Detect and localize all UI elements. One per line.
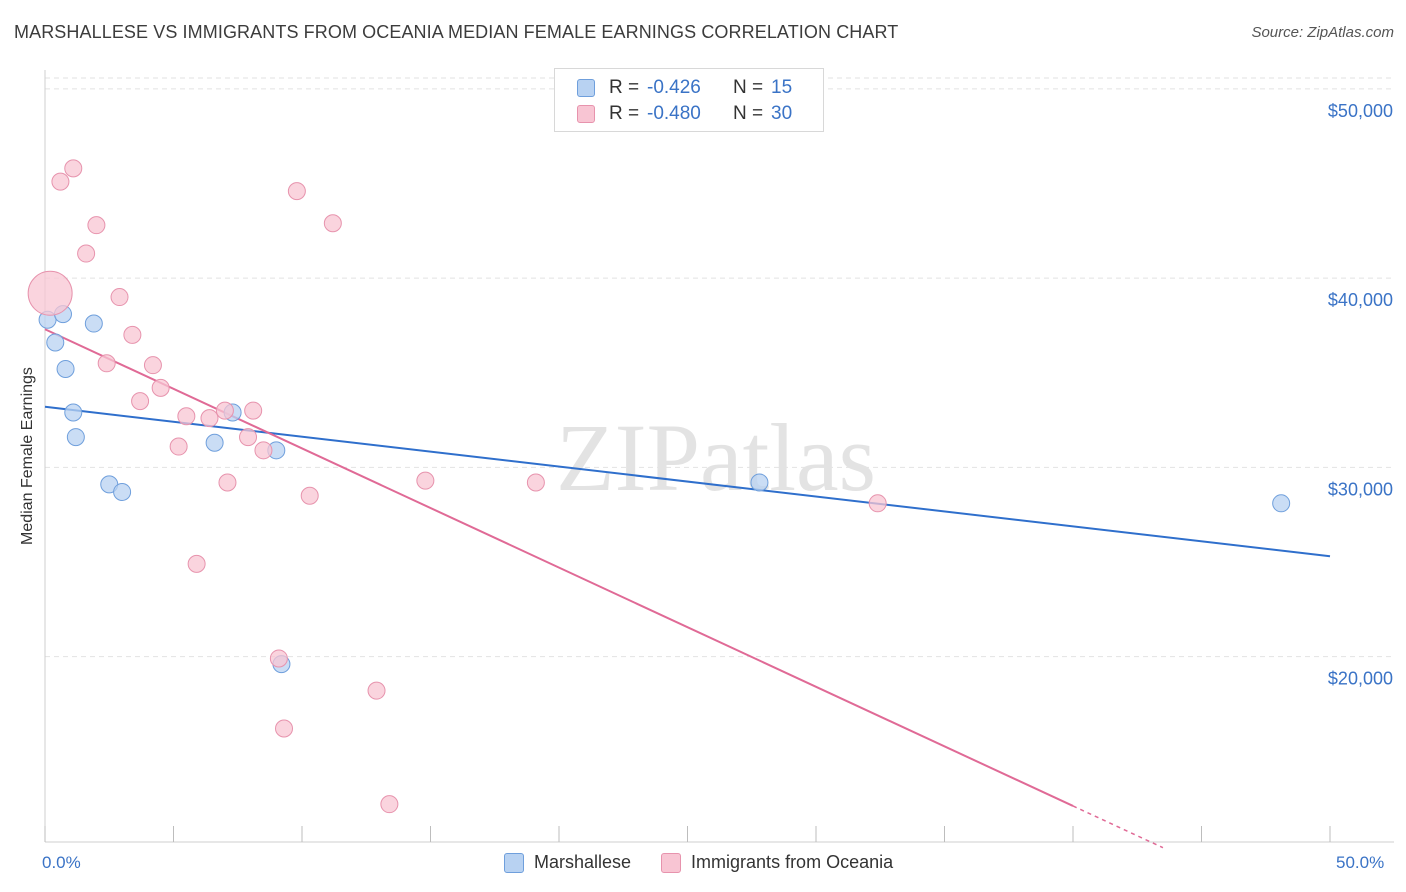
marshallese-point (84, 314, 103, 333)
n-value: 30 (771, 103, 793, 124)
r-label: R = (609, 103, 640, 124)
marshallese-point (205, 433, 224, 452)
x-tick-label-max: 50.0% (1336, 853, 1385, 872)
oceania-point (218, 473, 237, 492)
y-tick-label: $50,000 (1328, 101, 1393, 121)
oceania-point (64, 159, 83, 178)
correlation-legend: R = -0.426 N = 15 R = -0.480 N = 30 (554, 68, 824, 132)
legend-row-oceania: R = -0.480 N = 30 (577, 102, 792, 126)
marshallese-point (56, 359, 75, 378)
marshallese-point (64, 403, 83, 422)
marshallese-point (750, 473, 769, 492)
legend-swatch-oceania (661, 852, 682, 873)
oceania-point (526, 473, 545, 492)
oceania-point (87, 216, 106, 235)
oceania-point (367, 681, 386, 700)
y-tick-label: $30,000 (1328, 479, 1393, 499)
y-tick-label: $20,000 (1328, 669, 1393, 689)
chart-title: MARSHALLESE VS IMMIGRANTS FROM OCEANIA M… (14, 22, 899, 42)
marshallese-point (66, 428, 85, 447)
oceania-point (97, 354, 116, 373)
grid-lines (45, 77, 1394, 658)
oceania-point (151, 378, 170, 397)
oceania-point (215, 401, 234, 420)
oceania-point (51, 172, 70, 191)
legend-label-oceania: Immigrants from Oceania (691, 852, 894, 872)
x-tick-label-min: 0.0% (42, 853, 81, 872)
oceania-point (200, 409, 219, 428)
legend-swatch-marshallese (504, 852, 524, 873)
legend-item-oceania: Immigrants from Oceania (661, 852, 893, 873)
oceania-point (110, 288, 129, 307)
legend-item-marshallese: Marshallese (504, 852, 631, 873)
marshallese-point (113, 482, 132, 501)
legend-label-marshallese: Marshallese (534, 852, 632, 872)
oceania-point (323, 214, 342, 233)
watermark: ZIPatlas (556, 404, 876, 511)
r-value: -0.480 (647, 103, 701, 124)
n-label: N = (733, 103, 764, 124)
series-legend: Marshallese Immigrants from Oceania (504, 852, 923, 873)
n-value: 15 (771, 77, 793, 98)
oceania-point (380, 795, 399, 814)
y-tick-labels: $20,000 $30,000 $40,000 $50,000 (1328, 101, 1393, 689)
n-label: N = (733, 77, 764, 98)
oceania-point (275, 719, 294, 738)
oceania-point (868, 494, 887, 513)
oceania-point (143, 356, 162, 375)
oceania-point (300, 486, 319, 505)
trend-line-extrapolated (1072, 805, 1164, 849)
y-tick-label: $40,000 (1328, 290, 1393, 310)
data-points (27, 159, 1291, 814)
y-axis-label: Median Female Earnings (19, 367, 36, 545)
oceania-point (177, 407, 196, 426)
oceania-point (239, 428, 258, 447)
oceania-point (254, 441, 273, 460)
oceania-point (123, 325, 142, 344)
oceania-point (27, 270, 73, 316)
oceania-point (287, 182, 306, 201)
legend-row-marshallese: R = -0.426 N = 15 (577, 76, 792, 100)
r-value: -0.426 (647, 77, 701, 98)
marshallese-point (46, 333, 65, 352)
legend-swatch-oceania (577, 105, 595, 123)
marshallese-point (1272, 494, 1291, 513)
source-label: Source: ZipAtlas.com (1251, 24, 1394, 41)
oceania-point (269, 649, 288, 668)
axes (44, 70, 1394, 843)
r-label: R = (609, 77, 640, 98)
legend-swatch-marshallese (577, 79, 595, 97)
oceania-point (244, 401, 263, 420)
trend-line-marshallese (44, 405, 1331, 558)
oceania-point (131, 392, 150, 411)
oceania-point (416, 471, 435, 490)
oceania-point (169, 437, 188, 456)
oceania-point (77, 244, 96, 263)
oceania-point (187, 554, 206, 573)
